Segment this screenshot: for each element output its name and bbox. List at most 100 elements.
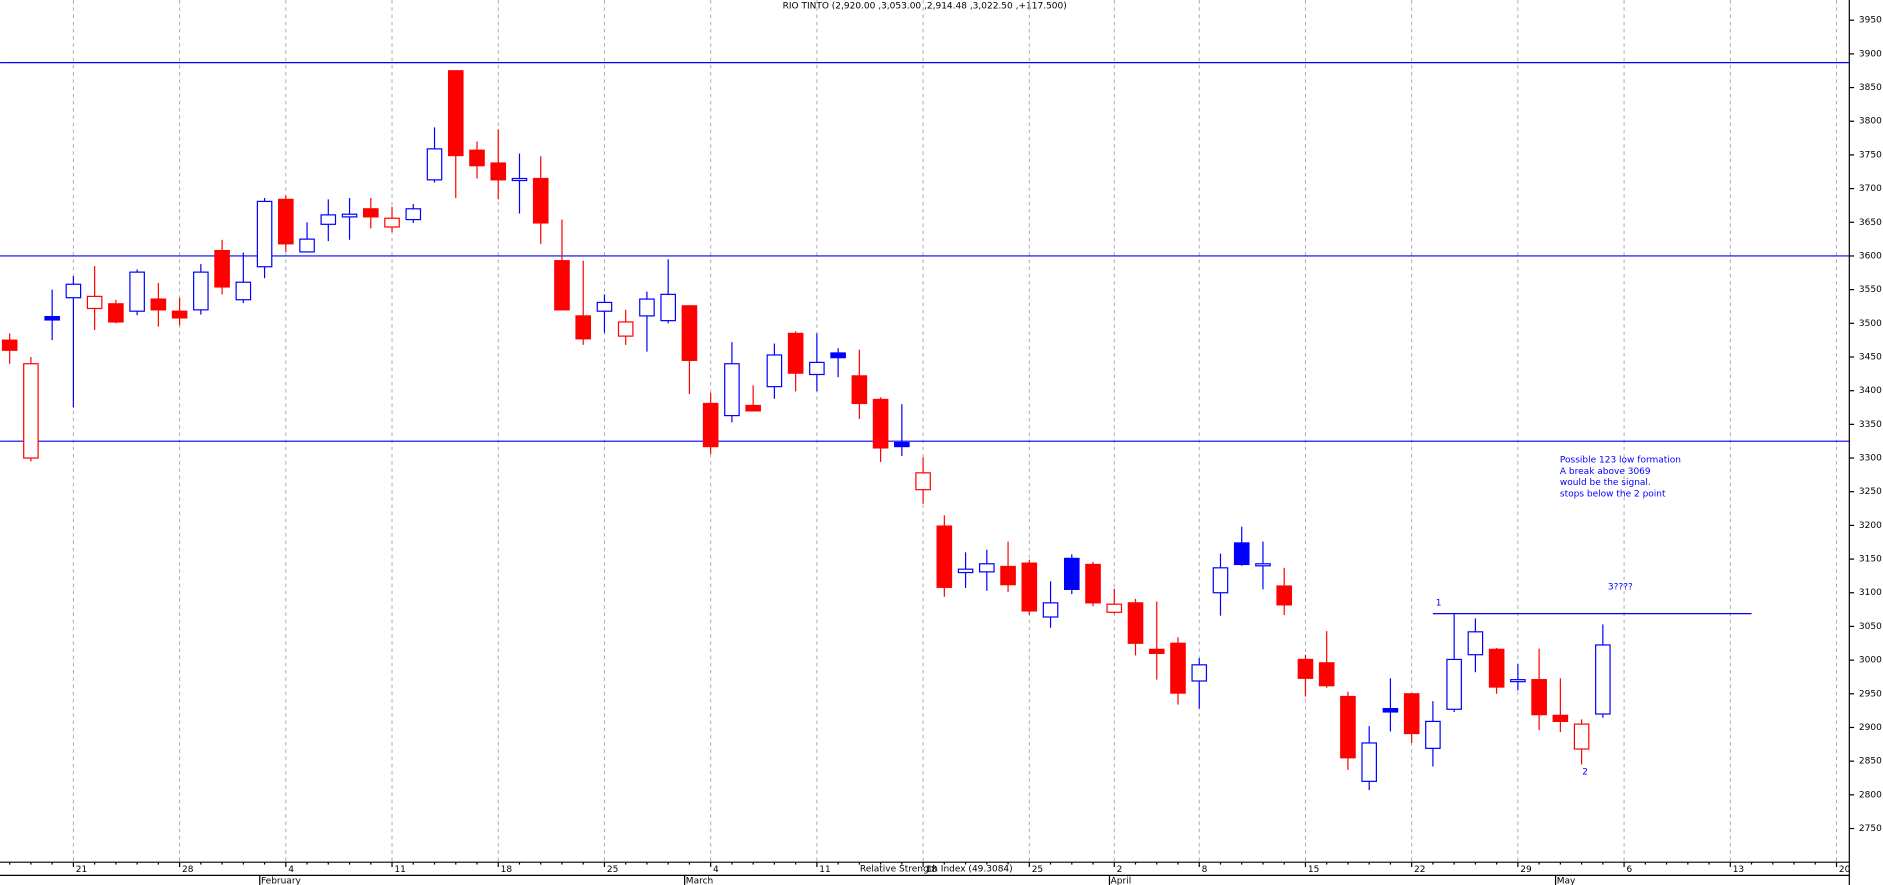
candle-body	[193, 271, 209, 311]
note-line: A break above 3069	[1560, 467, 1651, 477]
candle-body	[724, 363, 740, 417]
y-tick-label: 3300	[1859, 454, 1882, 464]
candle-body	[1255, 563, 1271, 567]
candle-body	[1148, 648, 1165, 654]
y-tick-label: 2750	[1859, 824, 1882, 834]
x-tick-label: 21	[76, 865, 87, 875]
candle-body	[554, 260, 570, 311]
candle-body	[575, 315, 592, 340]
candle-body	[1510, 679, 1526, 683]
note-line: stops below the 2 point	[1560, 490, 1666, 500]
candle-body	[1085, 563, 1101, 604]
candle-body	[256, 200, 273, 268]
candle-body	[1276, 585, 1293, 606]
y-tick-label: 3050	[1859, 622, 1882, 632]
y-tick-label: 3350	[1859, 420, 1882, 430]
month-label: May	[1557, 876, 1576, 885]
candle-body	[660, 293, 676, 322]
month-label: March	[686, 876, 713, 885]
x-tick-label: 28	[182, 865, 194, 875]
candle-body	[23, 363, 39, 459]
y-tick-label: 3600	[1859, 251, 1882, 261]
candle-body	[1063, 557, 1080, 590]
candle-body	[278, 198, 294, 245]
candle-body	[915, 472, 931, 491]
candle-body	[766, 354, 783, 388]
candle-body	[596, 301, 613, 312]
y-tick-label: 3400	[1859, 386, 1882, 396]
y-tick-label: 3950	[1859, 16, 1882, 26]
y-tick-label: 3000	[1859, 656, 1882, 666]
candle-body	[405, 208, 422, 221]
candle-body	[490, 162, 507, 181]
candle-body	[809, 361, 825, 376]
candle-body	[1170, 642, 1186, 694]
y-tick-label: 3150	[1859, 555, 1882, 565]
candle-body	[1000, 565, 1016, 586]
candle-body	[1340, 695, 1356, 759]
point-label: 1	[1436, 598, 1442, 608]
candle-body	[341, 213, 358, 218]
candle-body	[979, 563, 995, 573]
x-tick-label: 13	[1733, 865, 1744, 875]
y-tick-label: 2900	[1859, 723, 1882, 733]
x-tick-label: 2	[1117, 865, 1123, 875]
candle-body	[1467, 631, 1484, 656]
chart-title: RIO TINTO (2,920.00 ,3,053.00 ,2,914.48 …	[783, 2, 1067, 12]
candle-body	[957, 568, 974, 574]
candle-body	[44, 315, 60, 321]
note-line: would be the signal.	[1560, 478, 1651, 488]
candle-body	[1446, 658, 1462, 710]
y-tick-label: 3850	[1859, 83, 1882, 93]
y-tick-label: 3700	[1859, 184, 1882, 194]
x-tick-label: 15	[1308, 865, 1319, 875]
candle-body	[447, 70, 464, 157]
candle-body	[617, 321, 634, 337]
x-tick-label: 18	[925, 865, 937, 875]
candle-body	[1042, 602, 1059, 618]
candle-body	[1531, 679, 1547, 716]
y-tick-label: 3500	[1859, 319, 1882, 329]
candle-body	[1552, 714, 1569, 723]
candle-body	[320, 214, 337, 225]
y-tick-label: 2950	[1859, 689, 1882, 699]
y-tick-label: 3650	[1859, 218, 1882, 228]
candle-body	[65, 283, 82, 299]
y-tick-label: 3200	[1859, 521, 1882, 531]
candle-body	[1573, 723, 1590, 750]
candle-body	[511, 177, 528, 182]
candles	[1, 70, 1611, 791]
candle-body	[1318, 662, 1335, 687]
month-label: February	[261, 876, 302, 885]
candle-body	[872, 398, 889, 449]
y-tick-label: 3550	[1859, 285, 1882, 295]
point-label: 2	[1582, 768, 1588, 778]
candle-body	[1021, 562, 1038, 612]
y-tick-label: 3100	[1859, 588, 1882, 598]
x-tick-label: 20	[1839, 865, 1851, 875]
x-tick-label: 22	[1414, 865, 1425, 875]
x-tick-label: 4	[713, 865, 719, 875]
candle-body	[426, 148, 443, 181]
x-tick-label: 25	[607, 865, 618, 875]
candle-body	[1106, 603, 1123, 613]
y-tick-label: 3750	[1859, 150, 1882, 160]
candle-body	[129, 271, 145, 312]
x-tick-label: 18	[501, 865, 513, 875]
candle-body	[86, 295, 103, 310]
x-tick-label: 8	[1202, 865, 1208, 875]
month-label: April	[1111, 876, 1132, 885]
candle-body	[1361, 742, 1377, 782]
reference-lines	[0, 62, 1850, 615]
x-tick-label: 25	[1032, 865, 1043, 875]
x-tick-label: 4	[288, 865, 294, 875]
candle-body	[1297, 658, 1314, 679]
candle-body	[1382, 708, 1399, 713]
candle-body	[1403, 693, 1420, 735]
candle-body	[681, 305, 698, 361]
candle-body	[745, 404, 761, 412]
candle-body	[214, 249, 230, 288]
